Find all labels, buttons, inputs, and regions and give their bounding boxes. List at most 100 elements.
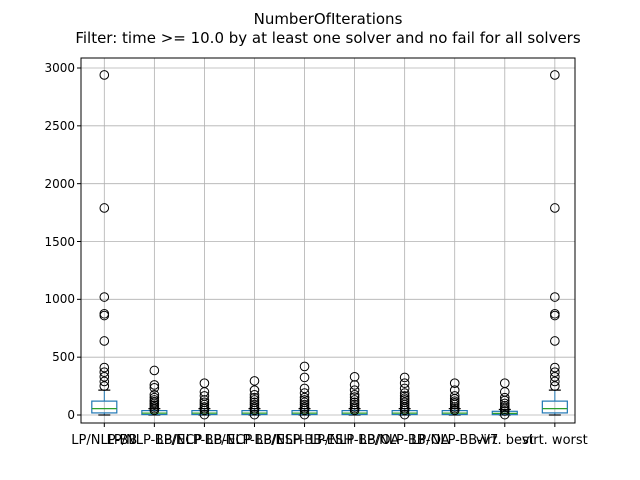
outlier-marker xyxy=(399,378,410,388)
outlier-marker xyxy=(550,70,560,80)
outlier-marker xyxy=(99,70,110,80)
x-tick-label: LP/NLP-BB/OA xyxy=(309,433,400,448)
outlier-marker xyxy=(249,409,260,420)
outlier-marker xyxy=(349,395,360,405)
outlier-marker xyxy=(399,388,410,398)
outlier-marker xyxy=(399,383,410,394)
outlier-marker xyxy=(550,362,560,373)
outlier-marker xyxy=(349,402,360,412)
outlier-marker xyxy=(249,395,260,405)
box xyxy=(91,400,118,414)
outlier-marker xyxy=(449,391,460,401)
outlier-marker xyxy=(399,391,410,401)
y-tick-label: 1000 xyxy=(44,292,75,307)
outlier-marker xyxy=(550,308,560,319)
outlier-marker xyxy=(449,402,460,412)
x-tick-label: LP/NLP-BB xyxy=(71,433,138,448)
outlier-marker xyxy=(299,392,310,403)
outlier-marker xyxy=(399,372,410,383)
outlier-marker xyxy=(249,392,260,403)
outlier-marker xyxy=(149,392,160,403)
y-tick-label: 1500 xyxy=(44,234,75,249)
outlier-marker xyxy=(449,385,460,395)
x-tick-label: LP/NLP-BB/ECP xyxy=(106,433,203,448)
outlier-marker xyxy=(299,388,310,398)
y-tick-label: 2500 xyxy=(44,118,75,133)
outlier-marker xyxy=(199,397,210,408)
outlier-marker xyxy=(249,385,260,395)
outlier-marker xyxy=(299,402,310,412)
x-tick-label: LP/NLP-BB-ECP xyxy=(156,433,253,448)
outlier-marker xyxy=(149,365,160,376)
outlier-marker xyxy=(499,398,510,409)
outlier-marker xyxy=(349,385,360,395)
outlier-marker xyxy=(99,367,110,378)
box xyxy=(541,400,568,414)
outlier-marker xyxy=(550,336,560,346)
outlier-marker xyxy=(199,391,210,401)
x-tick-label: virt. best xyxy=(475,433,534,448)
outlier-marker xyxy=(199,409,210,420)
x-tick-label: virt. worst xyxy=(521,433,588,448)
x-tick-label: LP/NLP-BB-V7 xyxy=(411,433,499,448)
outlier-marker xyxy=(99,308,110,319)
outlier-marker xyxy=(499,378,510,388)
outlier-marker xyxy=(99,292,110,302)
outlier-marker xyxy=(399,393,410,404)
outlier-marker xyxy=(299,399,310,410)
outlier-marker xyxy=(399,397,410,408)
outlier-marker xyxy=(349,389,360,400)
outlier-marker xyxy=(249,376,260,386)
chart-subtitle: Filter: time >= 10.0 by at least one sol… xyxy=(75,29,581,47)
outlier-marker xyxy=(299,397,310,408)
x-tick-label: LP/NLP-BB/ESH xyxy=(206,433,303,448)
outlier-marker xyxy=(149,389,160,400)
outlier-marker xyxy=(99,362,110,373)
y-tick-label: 3000 xyxy=(44,61,75,75)
outlier-marker xyxy=(349,372,360,382)
outlier-marker xyxy=(499,392,510,403)
outlier-marker xyxy=(299,361,310,372)
outlier-marker xyxy=(349,397,360,408)
outlier-marker xyxy=(550,367,560,378)
outlier-marker xyxy=(199,378,210,388)
outlier-marker xyxy=(299,372,310,383)
outlier-marker xyxy=(299,409,310,420)
outlier-marker xyxy=(249,397,260,408)
outlier-marker xyxy=(199,402,210,412)
outlier-marker xyxy=(99,381,110,391)
outlier-marker xyxy=(99,203,110,213)
outlier-marker xyxy=(349,399,360,410)
y-tick-label: 500 xyxy=(52,350,75,365)
outlier-marker xyxy=(249,389,260,400)
outlier-marker xyxy=(349,392,360,402)
outlier-marker xyxy=(149,380,160,390)
outlier-marker xyxy=(550,203,560,213)
outlier-marker xyxy=(299,395,310,405)
outlier-marker xyxy=(249,402,260,412)
chart-title-block: NumberOfIterations Filter: time >= 10.0 … xyxy=(0,10,640,48)
outlier-marker xyxy=(399,409,410,420)
outlier-marker xyxy=(199,395,210,405)
y-tick-label: 2000 xyxy=(44,176,75,191)
plot-frame xyxy=(80,57,576,424)
outlier-marker xyxy=(149,383,160,393)
outlier-marker xyxy=(299,383,310,394)
x-tick-label: LP/NLP-BB-OA xyxy=(359,433,450,448)
outlier-marker xyxy=(99,336,110,346)
x-tick-label: LP/NLP-BB-ESH xyxy=(256,433,354,448)
outlier-marker xyxy=(550,292,560,302)
outlier-marker xyxy=(550,381,560,391)
outlier-marker xyxy=(550,376,560,387)
outlier-marker xyxy=(499,400,510,411)
outlier-marker xyxy=(449,396,460,406)
chart-title: NumberOfIterations xyxy=(253,10,403,28)
outlier-marker xyxy=(99,376,110,387)
outlier-marker xyxy=(349,380,360,390)
outlier-marker xyxy=(550,372,560,382)
y-tick-label: 0 xyxy=(67,408,75,422)
outlier-marker xyxy=(99,372,110,382)
outlier-marker xyxy=(449,378,460,388)
